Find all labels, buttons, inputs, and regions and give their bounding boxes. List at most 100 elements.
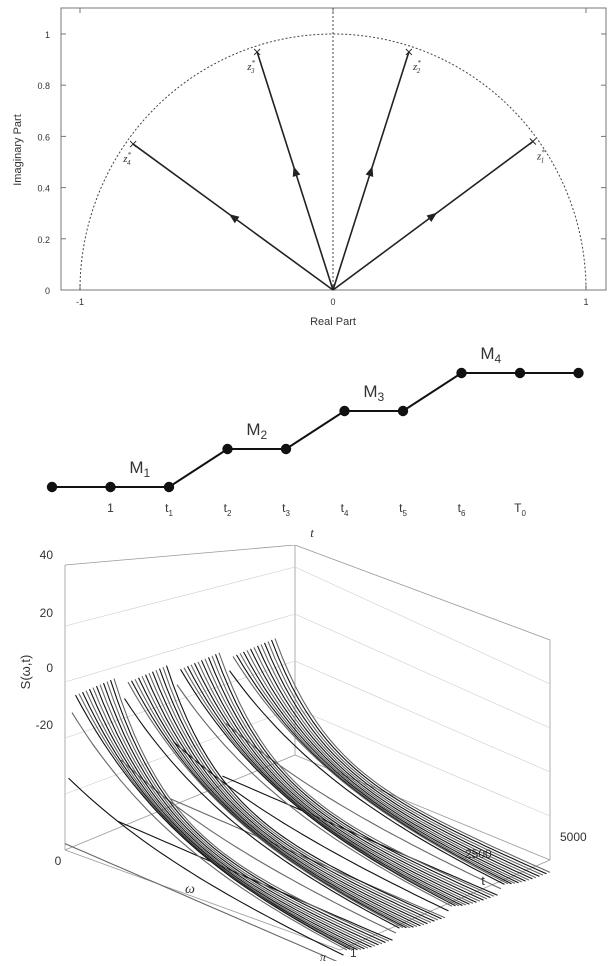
y-tick-label: 0.8 — [37, 81, 50, 91]
vector-arrowhead — [229, 214, 240, 224]
surface-line — [162, 667, 439, 921]
surface-line — [204, 658, 481, 902]
surface-line — [134, 678, 411, 929]
staircase-point — [163, 481, 175, 493]
surface-line — [99, 684, 376, 947]
surface-line — [176, 684, 453, 907]
grid-line — [294, 566, 551, 685]
surface-axes — [64, 544, 551, 951]
surface-line — [183, 667, 460, 907]
time-tick-label: t2 — [224, 501, 232, 518]
grid-line — [294, 613, 551, 729]
time-tick-label: t6 — [458, 501, 466, 518]
unit-semicircle — [79, 33, 587, 291]
vector-tip-marker — [405, 48, 413, 56]
omega-axis-label: ω — [185, 882, 195, 897]
y-tick-label: 0.6 — [37, 132, 50, 142]
y-axis-label: Imaginary Part — [12, 114, 24, 186]
x-axis-label: t — [310, 525, 314, 540]
surface-line — [229, 670, 505, 885]
z-tick-label: 40 — [40, 548, 54, 562]
surface-line — [200, 660, 477, 903]
vector-arrowhead — [426, 212, 437, 222]
surface-line — [71, 712, 348, 951]
z-tick-label: 0 — [46, 661, 53, 675]
surface-line — [250, 648, 526, 882]
surface-line — [239, 653, 516, 884]
surface-line — [243, 651, 519, 884]
staircase-point — [456, 367, 467, 379]
grid-line — [294, 660, 551, 773]
surface-line — [127, 681, 404, 929]
surface-line — [75, 694, 351, 950]
surface-line — [211, 655, 488, 900]
staircase-point — [514, 367, 526, 379]
x-tick-label: 0 — [330, 297, 335, 307]
grid-line — [64, 613, 296, 683]
surface-line — [85, 690, 362, 950]
surface-line — [106, 681, 383, 945]
surface-line — [88, 688, 365, 950]
z-tick-label: 20 — [40, 606, 54, 620]
surface-mesh — [64, 638, 551, 964]
vector-tip-marker — [253, 48, 261, 56]
segment-label: M4 — [480, 344, 501, 366]
surface-line — [246, 650, 523, 883]
time-tick-label: t4 — [341, 501, 349, 518]
surface-line — [102, 682, 379, 946]
box-edge — [64, 544, 296, 566]
staircase-point — [105, 481, 116, 493]
surface-tick-labels: -20 0 20 40 0 π 1 2500 5000 — [36, 548, 587, 964]
surface-line — [144, 674, 421, 927]
vector-label: z* 2 — [412, 59, 421, 75]
surface-line — [232, 656, 509, 885]
y-tick-label: 0.2 — [37, 235, 50, 245]
surface-line — [158, 668, 435, 922]
segment-label: M3 — [363, 382, 384, 404]
surface-line — [207, 657, 484, 901]
surface-line — [151, 671, 428, 925]
staircase-point — [222, 443, 233, 455]
surface-line — [148, 672, 425, 926]
surface-line — [263, 642, 540, 877]
surface-line — [117, 820, 393, 941]
surface-line — [267, 641, 544, 876]
surface-line — [141, 675, 418, 928]
time-tick-label: 1 — [107, 501, 114, 515]
grid-line — [294, 707, 551, 817]
z-tick-label: -20 — [36, 718, 54, 732]
staircase-point — [280, 443, 292, 455]
surface-line — [180, 669, 456, 907]
vector-label: z* 3 — [246, 59, 255, 75]
staircase-point — [397, 405, 409, 417]
surface-line — [64, 843, 341, 964]
axis-ticks: 0 0.2 0.4 0.6 0.8 1 -1 0 1 — [37, 8, 606, 307]
grid-line — [64, 660, 296, 739]
surface-line — [274, 638, 551, 873]
z-axis-label: S(ω,t) — [18, 655, 33, 690]
y-tick-label: 0.4 — [37, 184, 50, 194]
surface-line — [165, 665, 442, 920]
staircase-point — [46, 481, 58, 493]
t-tick-label: 2500 — [465, 847, 492, 861]
staircase-plot: 1 t1 t2 t3 t4 t5 t6 T0 M1 M2 M3 M4 t — [46, 344, 584, 540]
staircase-path — [52, 372, 579, 488]
surface-plot: -20 0 20 40 0 π 1 2500 5000 S(ω,t) ω t — [18, 544, 587, 964]
vector-arrowhead — [292, 166, 301, 177]
segment-label: M2 — [246, 420, 267, 442]
surface-line — [95, 685, 372, 948]
time-tick-label: t5 — [399, 501, 407, 518]
time-tick-label: T0 — [514, 501, 526, 518]
staircase-line — [46, 367, 584, 493]
omega-tick-label: π — [320, 950, 327, 961]
surface-line — [155, 670, 432, 924]
vector-tip-marker — [529, 138, 537, 145]
surface-line — [197, 661, 474, 904]
segment-label: M1 — [129, 458, 150, 480]
surface-line — [113, 678, 390, 942]
t-tick-label: 5000 — [560, 830, 587, 844]
surface-line — [225, 722, 502, 890]
vectors: z* 1 z* 2 z* 3 z* 4 — [122, 48, 545, 291]
x-axis-label: Real Part — [310, 316, 356, 328]
staircase-plot-panel: 1 t1 t2 t3 t4 t5 t6 T0 M1 M2 M3 M4 t — [0, 335, 610, 545]
